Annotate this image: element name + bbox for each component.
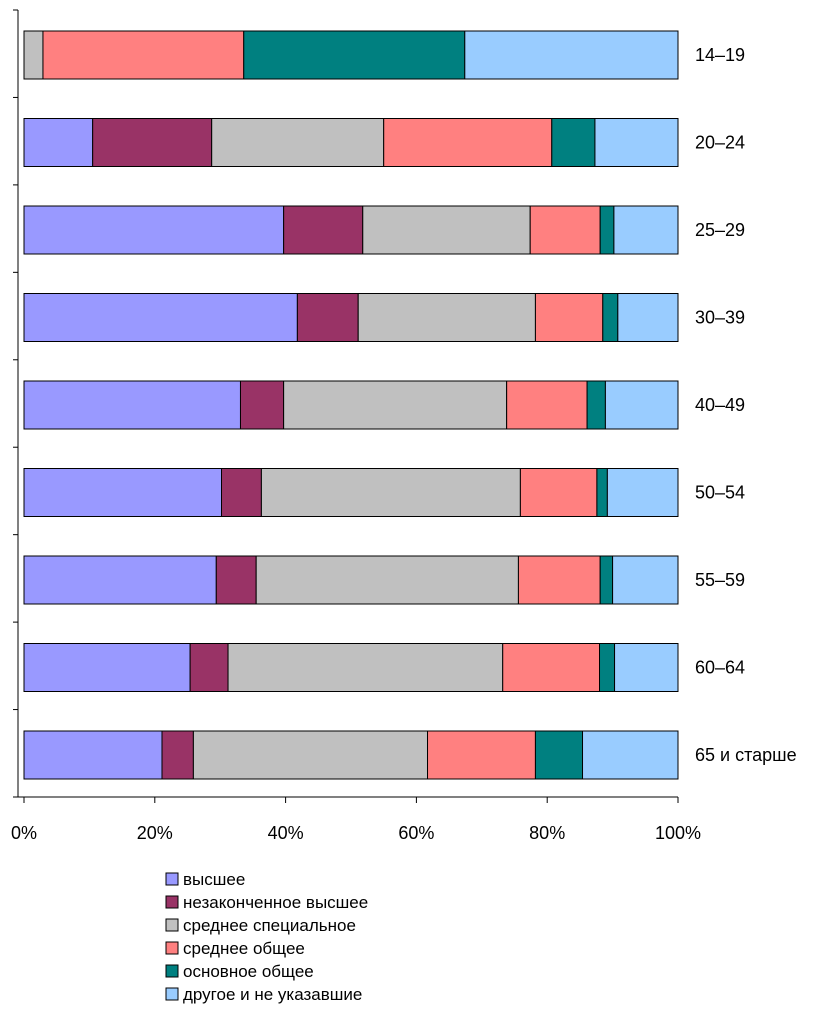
legend-label: среднее общее	[183, 939, 305, 958]
bar-segment	[464, 30, 679, 80]
bars	[23, 30, 679, 780]
category-label: 30–39	[695, 308, 745, 328]
bar-segment	[296, 293, 359, 342]
category-label: 65 и старше	[695, 745, 797, 765]
category-label: 14–19	[695, 45, 745, 65]
legend-label: другое и не указавшие	[183, 985, 362, 1004]
bar-segment	[529, 205, 601, 255]
axes	[13, 9, 679, 803]
bar-segment	[221, 468, 262, 517]
bar-segment	[211, 118, 385, 167]
bar-segment	[42, 30, 245, 80]
bar-segment	[23, 30, 44, 80]
legend-swatch	[165, 987, 179, 1001]
bar-segment	[23, 293, 298, 342]
x-tick-labels: 0% 20% 40% 60% 80% 100%	[11, 823, 701, 843]
x-tick-label: 0%	[11, 823, 37, 843]
bar-segment	[161, 730, 194, 780]
legend-label: среднее специальное	[183, 916, 356, 935]
bar-segment	[582, 730, 679, 780]
bar-segment	[594, 118, 679, 167]
legend-swatch	[165, 918, 179, 932]
bar-segment	[23, 468, 223, 517]
bar-segment	[586, 380, 606, 430]
bar-segment	[255, 555, 519, 605]
bar-segment	[519, 468, 598, 517]
bar-segment	[534, 730, 584, 780]
bar-segment	[283, 380, 508, 430]
bar-segment	[23, 205, 285, 255]
bar-segment	[551, 118, 596, 167]
bar-segment	[92, 118, 213, 167]
category-label: 40–49	[695, 395, 745, 415]
bar-segment	[534, 293, 604, 342]
bar-segment	[506, 380, 588, 430]
category-label: 55–59	[695, 570, 745, 590]
bar-segment	[383, 118, 553, 167]
bar-segment	[362, 205, 531, 255]
bar-segment	[613, 205, 679, 255]
legend-swatch	[165, 964, 179, 978]
bar-segment	[23, 118, 94, 167]
category-label: 50–54	[695, 483, 745, 503]
legend-label: незаконченное высшее	[183, 893, 368, 912]
bar-segment	[23, 380, 241, 430]
bar-segment	[596, 468, 608, 517]
bar-segment	[239, 380, 285, 430]
bar-segment	[517, 555, 601, 605]
x-tick-label: 80%	[529, 823, 565, 843]
bar-segment	[612, 555, 679, 605]
x-tick-label: 20%	[137, 823, 173, 843]
legend-swatch	[165, 941, 179, 955]
bar-segment	[599, 555, 614, 605]
bar-segment	[192, 730, 429, 780]
bar-segment	[599, 643, 616, 692]
legend-label: высшее	[183, 870, 245, 889]
x-tick-label: 60%	[398, 823, 434, 843]
bar-segment	[614, 643, 679, 692]
bar-segment	[260, 468, 521, 517]
legend: высшее незаконченное высшее среднее специа…	[165, 870, 368, 1004]
bar-segment	[189, 643, 229, 692]
bar-segment	[227, 643, 504, 692]
bar-segment	[502, 643, 601, 692]
legend-swatch	[165, 872, 179, 886]
bar-segment	[23, 730, 163, 780]
legend-swatch	[165, 895, 179, 909]
x-tick-label: 100%	[655, 823, 701, 843]
bar-segment	[23, 555, 217, 605]
category-labels: 14–19 20–24 25–29 30–39 40–49 50–54 55–59 60–64…	[695, 45, 797, 765]
category-label: 20–24	[695, 133, 745, 153]
bar-segment	[23, 643, 191, 692]
legend-label: основное общее	[183, 962, 314, 981]
category-label: 60–64	[695, 658, 745, 678]
bar-segment	[604, 380, 679, 430]
bar-segment	[617, 293, 679, 342]
bar-segment	[215, 555, 257, 605]
bar-segment	[599, 205, 615, 255]
bar-segment	[243, 30, 466, 80]
bar-segment	[427, 730, 536, 780]
category-label: 25–29	[695, 220, 745, 240]
bar-segment	[606, 468, 679, 517]
bar-segment	[357, 293, 536, 342]
bar-segment	[283, 205, 364, 255]
x-tick-label: 40%	[268, 823, 304, 843]
bar-segment	[602, 293, 619, 342]
